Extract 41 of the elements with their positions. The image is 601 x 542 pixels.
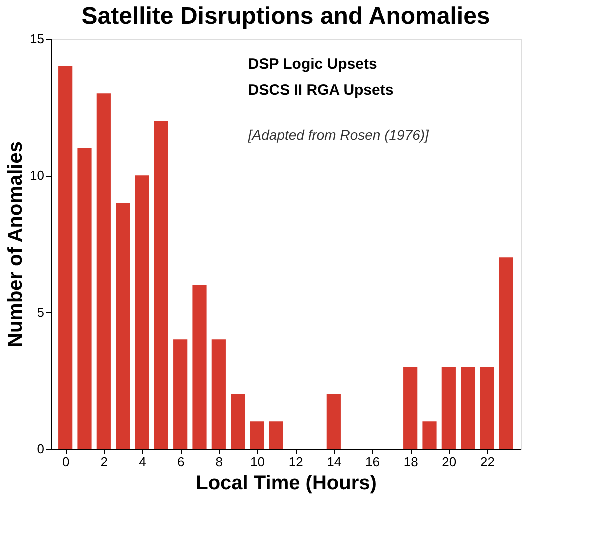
bar [422, 422, 437, 449]
y-tick-label: 0 [37, 442, 44, 456]
x-tick-label: 22 [480, 454, 495, 470]
x-tick-label: 0 [62, 454, 70, 470]
bar [326, 394, 341, 449]
bar [404, 367, 418, 449]
x-tick-label: 8 [216, 454, 224, 470]
bar [250, 422, 264, 449]
bar [192, 285, 207, 449]
x-tick-label: 14 [327, 454, 342, 470]
annotation: DSCS II RGA Upsets [248, 82, 394, 99]
y-tick-label: 15 [30, 32, 44, 46]
bar [135, 176, 150, 449]
x-tick-label: 2 [100, 454, 108, 470]
bar [154, 121, 168, 449]
chart-title: Satellite Disruptions and Anomalies [82, 3, 490, 30]
x-tick-label: 18 [404, 454, 418, 470]
bar [212, 340, 226, 449]
bar [96, 94, 111, 449]
y-axis-title: Number of Anomalies [5, 142, 28, 348]
x-tick-label: 4 [139, 454, 146, 470]
x-tick-label: 16 [366, 454, 380, 470]
x-tick-label: 6 [177, 454, 185, 470]
annotation: DSP Logic Upsets [248, 56, 378, 73]
bar [78, 148, 92, 449]
x-tick-label: 12 [288, 454, 304, 470]
bar [231, 394, 246, 449]
bar [499, 258, 514, 449]
y-tick-label: 10 [30, 168, 44, 184]
x-axis-title: Local Time (Hours) [196, 472, 377, 494]
bar [461, 367, 476, 449]
y-tick-label: 5 [37, 304, 44, 320]
bar [174, 340, 188, 449]
bar [480, 367, 494, 449]
annotation: [Adapted from Rosen (1976)] [247, 127, 430, 143]
bar [442, 367, 456, 449]
bar [269, 422, 284, 449]
x-tick-label: 10 [250, 454, 265, 470]
bar [58, 66, 73, 449]
x-tick-label: 20 [442, 454, 457, 470]
bar [116, 203, 130, 449]
